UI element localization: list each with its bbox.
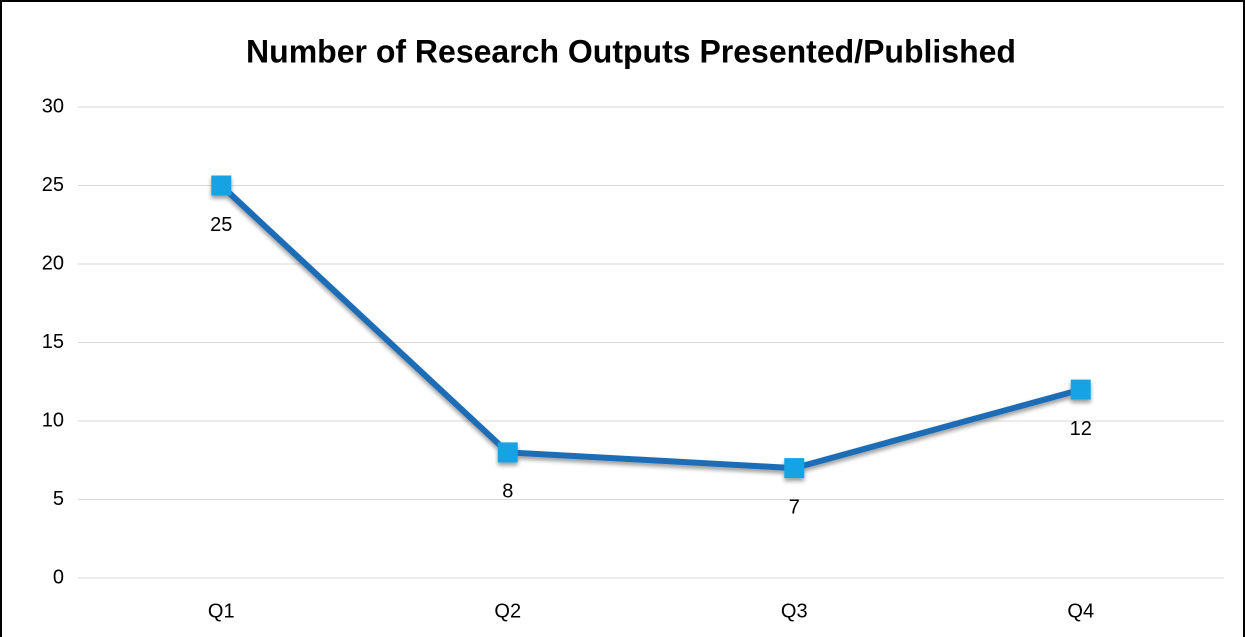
- y-tick-label: 10: [42, 409, 64, 431]
- marker: [784, 458, 805, 479]
- x-tick-label: Q2: [494, 600, 521, 622]
- marker: [1070, 379, 1091, 400]
- data-label: 8: [502, 481, 513, 503]
- y-tick-label: 15: [42, 331, 64, 353]
- x-tick-label: Q3: [781, 600, 808, 622]
- line: [219, 183, 1082, 472]
- y-tick-label: 0: [53, 566, 64, 588]
- data-label: 7: [789, 496, 800, 518]
- y-tick-label: 25: [42, 174, 64, 196]
- marker: [211, 175, 232, 196]
- x-tick-label: Q1: [208, 600, 235, 622]
- data-label: 25: [210, 214, 232, 236]
- y-tick-label: 5: [53, 488, 64, 510]
- y-tick-label: 20: [42, 252, 64, 274]
- x-tick-label: Q4: [1067, 600, 1094, 622]
- marker: [497, 442, 518, 463]
- y-tick-label: 30: [42, 95, 64, 117]
- series: [211, 175, 1091, 479]
- data-label: 12: [1070, 418, 1092, 440]
- chart-title: Number of Research Outputs Presented/Pub…: [246, 33, 1016, 69]
